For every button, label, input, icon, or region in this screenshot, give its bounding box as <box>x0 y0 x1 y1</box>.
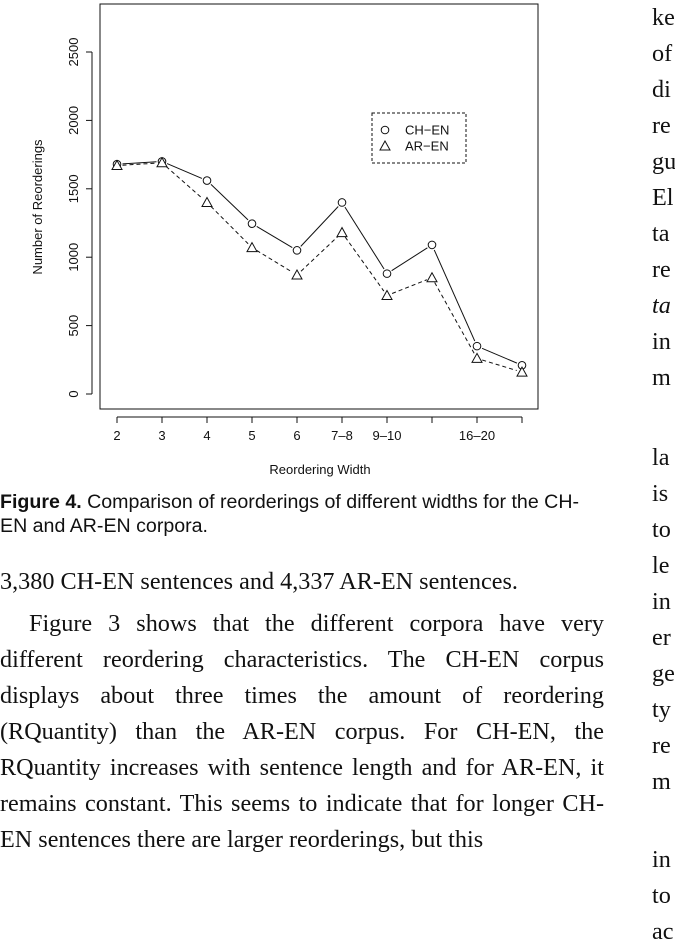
series-line-segment <box>166 163 203 179</box>
x-tick-label: 4 <box>203 428 210 443</box>
legend-label: AR−EN <box>405 139 449 154</box>
data-point-circle <box>427 240 437 250</box>
right-column-line: re <box>652 256 671 283</box>
series-line-segment <box>300 206 339 247</box>
series-line-segment <box>256 226 293 248</box>
series-line-segment <box>482 359 517 371</box>
right-column-line: in <box>652 846 671 873</box>
data-point-triangle <box>336 226 348 238</box>
data-point-circle <box>472 341 482 351</box>
series-line-segment <box>165 166 204 200</box>
right-column-line: El <box>652 184 674 211</box>
reorderings-chart: 0 500 1000 1500 2000 2500 2 3 4 5 6 7–8 9–10 16–20 CH… <box>30 3 539 477</box>
series-line-segment <box>300 235 339 272</box>
right-column-line: is <box>652 480 669 507</box>
x-tick-label: 9–10 <box>373 428 402 443</box>
data-point-triangle <box>201 196 213 207</box>
right-column-line: ta <box>652 292 671 319</box>
right-column-line: m <box>652 364 671 391</box>
data-point-circle <box>337 198 347 207</box>
y-tick-label: 1000 <box>66 243 81 272</box>
right-column-line: in <box>652 328 671 355</box>
series-line-segment <box>122 162 157 166</box>
x-tick-label: 2 <box>113 428 120 443</box>
data-point-triangle <box>471 352 483 363</box>
data-point-triangle <box>516 366 528 377</box>
data-point-circle <box>202 176 212 185</box>
x-tick-label: 16–20 <box>459 428 495 443</box>
data-point-circle <box>292 246 302 255</box>
figure-caption: Figure 4. Comparison of reorderings of d… <box>0 490 606 538</box>
right-column-line: re <box>652 732 671 759</box>
series-line-segment <box>344 236 385 292</box>
y-tick-label: 1500 <box>66 174 81 203</box>
x-tick-label: 6 <box>293 428 300 443</box>
figure-label: Figure 4. <box>0 491 82 513</box>
series-line-segment <box>481 347 518 364</box>
y-tick-label: 0 <box>66 390 81 397</box>
data-point-triangle <box>426 271 438 283</box>
right-column-line: in <box>652 588 671 615</box>
data-point-circle <box>380 125 390 135</box>
y-tick-label: 2000 <box>66 106 81 135</box>
plot-frame <box>99 3 539 410</box>
series-ar-en <box>111 156 528 377</box>
right-column-line: di <box>652 76 671 103</box>
body-text: 3,380 CH-EN sentences and 4,337 AR-EN se… <box>0 564 604 858</box>
series-ch-en <box>112 157 527 370</box>
y-tick-label: 2500 <box>66 38 81 67</box>
x-axis-label: Reordering Width <box>269 462 370 477</box>
right-column-line: ty <box>652 696 671 723</box>
data-point-triangle <box>379 139 391 151</box>
series-line-segment <box>391 247 428 272</box>
right-column-line: of <box>652 40 673 67</box>
data-point-triangle <box>291 268 303 280</box>
x-tick-label: 3 <box>158 428 165 443</box>
data-point-triangle <box>156 156 168 168</box>
right-column-line: re <box>652 112 671 139</box>
right-column-line: to <box>652 516 671 543</box>
data-point-triangle <box>246 241 258 253</box>
right-column-line: ke <box>652 4 675 31</box>
right-column-line: m <box>652 768 671 795</box>
figure-caption-text: Comparison of reorderings of different w… <box>0 491 579 537</box>
data-point-circle <box>382 269 392 278</box>
x-tick-label: 5 <box>248 428 255 443</box>
body-paragraph-1: 3,380 CH-EN sentences and 4,337 AR-EN se… <box>0 568 518 595</box>
series-line-segment <box>210 206 249 245</box>
y-tick-label: 500 <box>66 315 81 337</box>
right-column-line: gu <box>652 148 675 175</box>
right-column-line: to <box>652 882 671 909</box>
right-column-line: ta <box>652 220 670 247</box>
body-paragraph-2: Figure 3 shows that the different corpor… <box>0 610 604 853</box>
legend-label: CH−EN <box>405 123 449 138</box>
series-line-segment <box>210 184 249 221</box>
right-column-line: er <box>652 624 671 651</box>
right-column-line: le <box>652 552 670 579</box>
right-column-line: la <box>652 444 670 471</box>
series-line-segment <box>344 206 385 270</box>
right-column-line: ge <box>652 660 675 687</box>
x-tick-label: 7–8 <box>331 428 353 443</box>
data-point-triangle <box>111 159 123 171</box>
right-column-line: ac <box>652 918 674 945</box>
series-line-segment <box>256 250 293 273</box>
series-line-segment <box>434 282 475 354</box>
series-line-segment <box>122 161 157 165</box>
series-line-segment <box>391 279 428 294</box>
y-axis-label: Number of Reorderings <box>30 139 45 275</box>
data-point-circle <box>247 219 257 228</box>
legend-box <box>371 112 467 164</box>
data-point-triangle <box>381 289 393 301</box>
series-line-segment <box>433 249 476 342</box>
